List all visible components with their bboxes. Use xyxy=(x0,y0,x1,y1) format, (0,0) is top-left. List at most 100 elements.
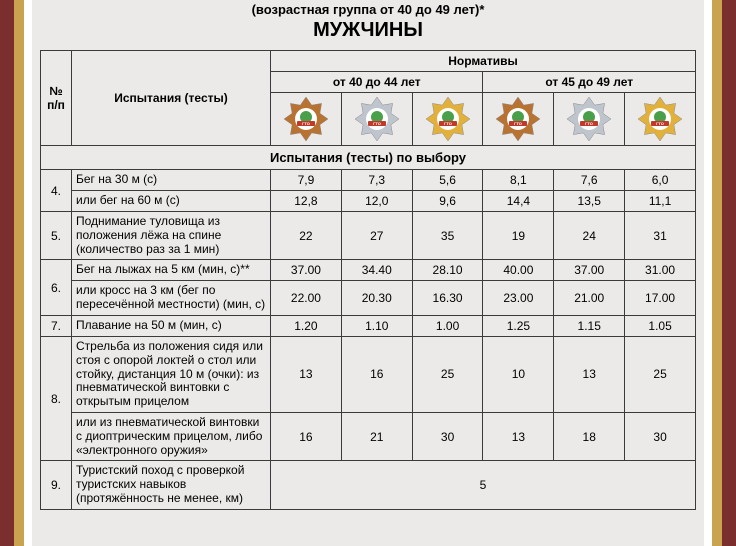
value-cell: 10 xyxy=(483,336,554,412)
table-row: 7.Плавание на 50 м (мин, с)1.201.101.001… xyxy=(41,315,696,336)
value-cell: 5 xyxy=(271,461,696,509)
value-cell: 31 xyxy=(625,212,696,260)
value-cell: 30 xyxy=(412,412,483,460)
value-cell: 1.00 xyxy=(412,315,483,336)
value-cell: 27 xyxy=(341,212,412,260)
ribbon-stripe-inner xyxy=(712,0,722,546)
col-num: № п/п xyxy=(41,51,72,146)
value-cell: 37.00 xyxy=(554,260,625,281)
ribbon-stripe-outer xyxy=(722,0,736,546)
test-name: Бег на 30 м (с) xyxy=(72,170,271,191)
value-cell: 12,8 xyxy=(271,191,342,212)
page-title: МУЖЧИНЫ xyxy=(40,19,696,42)
value-cell: 20.30 xyxy=(341,281,412,316)
ribbon-stripe-outer xyxy=(0,0,14,546)
value-cell: 24 xyxy=(554,212,625,260)
value-cell: 21 xyxy=(341,412,412,460)
col-norms: Нормативы xyxy=(271,51,696,72)
value-cell: 21.00 xyxy=(554,281,625,316)
value-cell: 22 xyxy=(271,212,342,260)
test-name: Поднимание туловища из положения лёжа на… xyxy=(72,212,271,260)
row-number: 8. xyxy=(41,336,72,460)
value-cell: 9,6 xyxy=(412,191,483,212)
test-name: Бег на лыжах на 5 км (мин, с)** xyxy=(72,260,271,281)
table-row: 8.Стрельба из положения сидя или стоя с … xyxy=(41,336,696,412)
value-cell: 13 xyxy=(554,336,625,412)
value-cell: 16 xyxy=(271,412,342,460)
row-number: 7. xyxy=(41,315,72,336)
value-cell: 16.30 xyxy=(412,281,483,316)
bronze-badge-icon: ГТО xyxy=(271,93,342,146)
value-cell: 13,5 xyxy=(554,191,625,212)
table-row: или бег на 60 м (с)12,812,09,614,413,511… xyxy=(41,191,696,212)
value-cell: 30 xyxy=(625,412,696,460)
silver-badge-icon: ГТО xyxy=(554,93,625,146)
svg-text:ГТО: ГТО xyxy=(585,121,593,126)
value-cell: 1.25 xyxy=(483,315,554,336)
value-cell: 7,3 xyxy=(341,170,412,191)
standards-table: № п/п Испытания (тесты) Нормативы от 40 … xyxy=(40,50,696,510)
table-row: или из пневматической винтовки с диоптри… xyxy=(41,412,696,460)
value-cell: 12,0 xyxy=(341,191,412,212)
value-cell: 6,0 xyxy=(625,170,696,191)
value-cell: 31.00 xyxy=(625,260,696,281)
value-cell: 16 xyxy=(341,336,412,412)
table-row: 4.Бег на 30 м (с)7,97,35,68,17,66,0 xyxy=(41,170,696,191)
value-cell: 18 xyxy=(554,412,625,460)
value-cell: 5,6 xyxy=(412,170,483,191)
table-row: или кросс на 3 км (бег по пересечённой м… xyxy=(41,281,696,316)
test-name: или бег на 60 м (с) xyxy=(72,191,271,212)
section-label: Испытания (тесты) по выбору xyxy=(41,146,696,170)
test-name: Стрельба из положения сидя или стоя с оп… xyxy=(72,336,271,412)
value-cell: 23.00 xyxy=(483,281,554,316)
table-row: 9.Туристский поход с проверкой туристски… xyxy=(41,461,696,509)
value-cell: 13 xyxy=(271,336,342,412)
value-cell: 17.00 xyxy=(625,281,696,316)
value-cell: 1.20 xyxy=(271,315,342,336)
svg-text:ГТО: ГТО xyxy=(373,121,381,126)
value-cell: 19 xyxy=(483,212,554,260)
value-cell: 35 xyxy=(412,212,483,260)
table-row: 6.Бег на лыжах на 5 км (мин, с)**37.0034… xyxy=(41,260,696,281)
ribbon-right xyxy=(704,0,736,546)
col-age2: от 45 до 49 лет xyxy=(483,72,696,93)
silver-badge-icon: ГТО xyxy=(341,93,412,146)
value-cell: 1.10 xyxy=(341,315,412,336)
bronze-badge-icon: ГТО xyxy=(483,93,554,146)
value-cell: 13 xyxy=(483,412,554,460)
section-row: Испытания (тесты) по выбору xyxy=(41,146,696,170)
row-number: 6. xyxy=(41,260,72,316)
page-subtitle: (возрастная группа от 40 до 49 лет)* xyxy=(40,2,696,17)
page: (возрастная группа от 40 до 49 лет)* МУЖ… xyxy=(32,0,704,546)
test-name: Плавание на 50 м (мин, с) xyxy=(72,315,271,336)
value-cell: 25 xyxy=(412,336,483,412)
test-name: или из пневматической винтовки с диоптри… xyxy=(72,412,271,460)
gold-badge-icon: ГТО xyxy=(412,93,483,146)
svg-text:ГТО: ГТО xyxy=(302,121,310,126)
value-cell: 1.15 xyxy=(554,315,625,336)
value-cell: 34.40 xyxy=(341,260,412,281)
ribbon-left xyxy=(0,0,32,546)
value-cell: 22.00 xyxy=(271,281,342,316)
value-cell: 11,1 xyxy=(625,191,696,212)
svg-text:ГТО: ГТО xyxy=(656,121,664,126)
col-age1: от 40 до 44 лет xyxy=(271,72,483,93)
value-cell: 7,6 xyxy=(554,170,625,191)
gold-badge-icon: ГТО xyxy=(625,93,696,146)
ribbon-stripe-inner xyxy=(14,0,24,546)
value-cell: 25 xyxy=(625,336,696,412)
row-number: 4. xyxy=(41,170,72,212)
svg-text:ГТО: ГТО xyxy=(444,121,452,126)
value-cell: 28.10 xyxy=(412,260,483,281)
value-cell: 37.00 xyxy=(271,260,342,281)
row-number: 5. xyxy=(41,212,72,260)
value-cell: 40.00 xyxy=(483,260,554,281)
svg-text:ГТО: ГТО xyxy=(515,121,523,126)
row-number: 9. xyxy=(41,461,72,509)
table-row: 5.Поднимание туловища из положения лёжа … xyxy=(41,212,696,260)
test-name: Туристский поход с проверкой туристских … xyxy=(72,461,271,509)
value-cell: 1.05 xyxy=(625,315,696,336)
col-test: Испытания (тесты) xyxy=(72,51,271,146)
value-cell: 8,1 xyxy=(483,170,554,191)
value-cell: 14,4 xyxy=(483,191,554,212)
